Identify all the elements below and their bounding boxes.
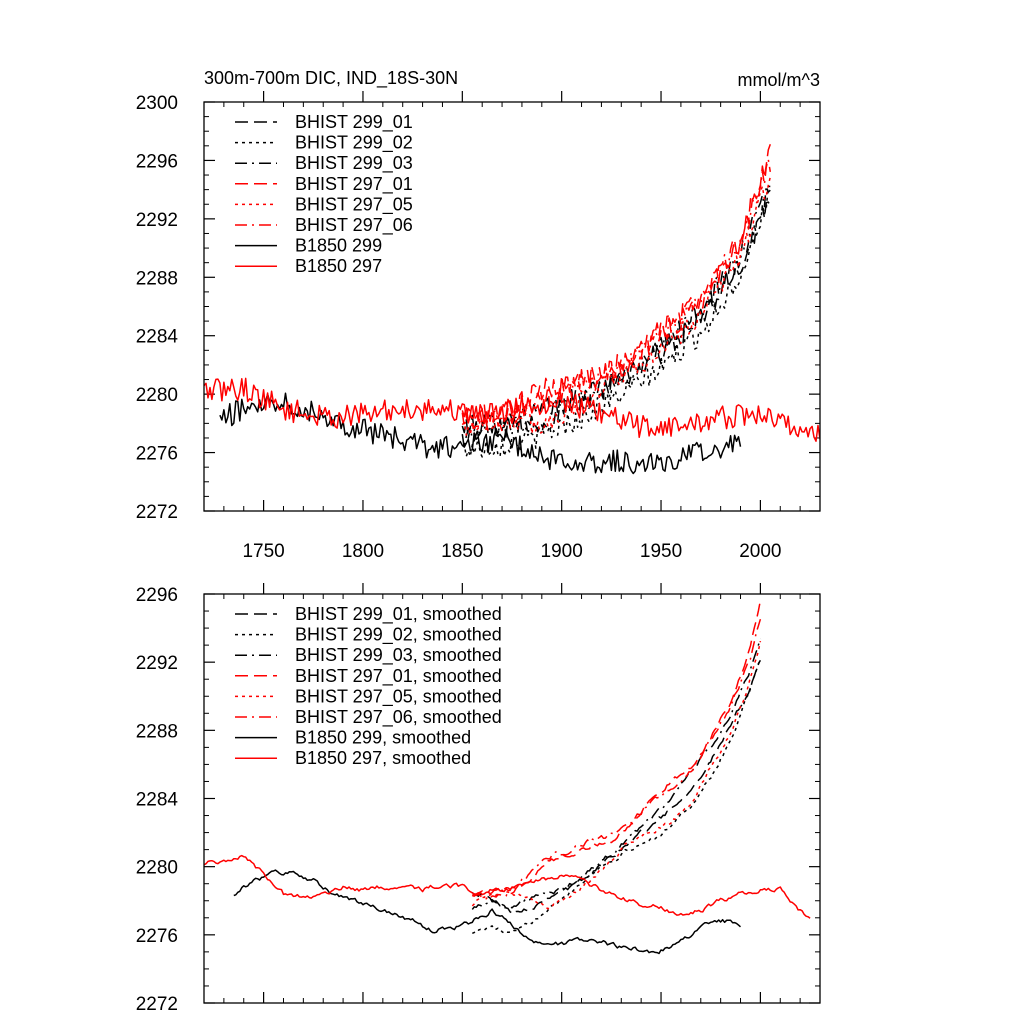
legend-label: BHIST 297_05, smoothed: [295, 686, 502, 707]
y-tick-label: 2272: [136, 502, 178, 523]
y-tick-label: 2280: [136, 858, 178, 879]
series-line: [204, 854, 811, 919]
legend-label: BHIST 299_03, smoothed: [295, 645, 502, 666]
series-layer-bottom: [204, 600, 811, 955]
legend-label: BHIST 297_06: [295, 215, 413, 236]
legend-label: B1850 299: [295, 236, 382, 256]
series-line: [204, 377, 820, 442]
y-tick-label: 2284: [136, 327, 179, 348]
legend-label: B1850 297: [295, 256, 382, 276]
chart-units-label: mmol/m^3: [738, 70, 820, 90]
y-tick-label: 2272: [136, 994, 178, 1015]
plot-frame-bottom: [203, 593, 821, 1004]
series-line: [461, 176, 772, 436]
legend-label: BHIST 299_01: [295, 112, 413, 133]
chart-bottom: 2272 2276 2280 2284 2288 2292 2296 BHIST 299_0…: [136, 583, 821, 1015]
y-tick-label: 2276: [136, 926, 178, 947]
chart-title: 300m-700m DIC, IND_18S-30N: [204, 68, 458, 89]
series-line: [219, 392, 742, 475]
x-tick-label: 2000: [739, 541, 781, 562]
plot-frame-top: [203, 101, 821, 512]
y-tick-label: 2288: [136, 721, 178, 742]
y-tick-label: 2284: [136, 790, 179, 811]
series-line: [472, 600, 762, 897]
series-line: [472, 659, 762, 935]
legend-label: BHIST 297_01, smoothed: [295, 666, 502, 687]
x-tick-label: 1800: [342, 541, 384, 562]
x-tick-label: 1900: [541, 541, 583, 562]
y-tick-label: 2296: [136, 585, 178, 606]
legend-label: BHIST 299_01, smoothed: [295, 604, 502, 625]
y-tick-label: 2292: [136, 210, 178, 231]
axis-ticks-bottom: 2272 2276 2280 2284 2288 2292 2296: [136, 583, 821, 1015]
series-line: [461, 158, 772, 433]
series-line: [471, 659, 762, 915]
x-tick-label: 1950: [640, 541, 682, 562]
series-line: [471, 638, 762, 910]
legend-label: BHIST 299_03: [295, 153, 413, 174]
x-tick-label: 1850: [441, 541, 483, 562]
legend-label: BHIST 297_06, smoothed: [295, 707, 502, 728]
legend-label: B1850 299, smoothed: [295, 728, 471, 748]
series-line: [233, 869, 741, 955]
series-line: [471, 640, 762, 910]
y-tick-label: 2292: [136, 653, 178, 674]
y-tick-label: 2276: [136, 444, 178, 465]
legend-label: BHIST 299_02: [295, 133, 413, 154]
x-tick-label: 1750: [242, 541, 284, 562]
series-line: [471, 618, 762, 900]
y-tick-label: 2288: [136, 268, 178, 289]
y-tick-label: 2300: [136, 93, 178, 114]
y-tick-label: 2280: [136, 385, 178, 406]
chart-top: 300m-700m DIC, IND_18S-30N mmol/m^3 1750…: [136, 68, 821, 562]
legend-label: BHIST 297_05: [295, 194, 413, 215]
series-layer-top: [204, 143, 820, 475]
legend-label: B1850 297, smoothed: [295, 748, 471, 768]
legend-label: BHIST 299_02, smoothed: [295, 625, 502, 646]
axis-ticks-top: 1750 1800 1850 1900 1950 2000 2272 2276 2280 2284…: [136, 91, 821, 562]
legend-label: BHIST 297_01: [295, 174, 413, 195]
y-tick-label: 2296: [136, 151, 178, 172]
